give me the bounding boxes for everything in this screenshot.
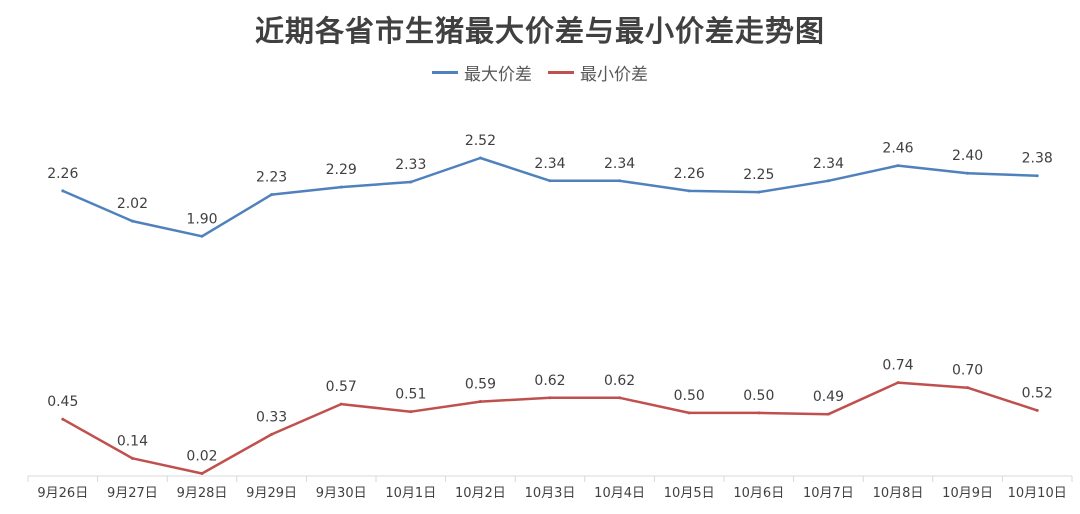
x-tick-label: 9月30日	[316, 486, 367, 501]
data-label-min: 0.02	[186, 448, 217, 464]
x-tick-label: 10月5日	[664, 486, 715, 501]
data-label-max: 2.52	[465, 133, 496, 149]
x-tick-label: 10月7日	[803, 486, 854, 501]
data-point-max	[270, 193, 274, 197]
data-point-max	[130, 219, 134, 223]
legend-label-min: 最小价差	[580, 65, 648, 85]
data-label-min: 0.52	[1022, 385, 1053, 401]
data-point-max	[409, 180, 413, 184]
data-label-max: 2.40	[952, 148, 983, 164]
x-tick-label: 10月1日	[385, 486, 436, 501]
data-label-min: 0.33	[256, 409, 287, 425]
x-tick-label: 9月27日	[107, 486, 158, 501]
data-label-max: 2.34	[604, 156, 635, 172]
x-tick-label: 10月10日	[1008, 486, 1067, 501]
data-label-min: 0.57	[326, 379, 357, 395]
data-point-min	[687, 411, 691, 415]
data-point-max	[200, 234, 204, 238]
data-point-min	[757, 411, 761, 415]
x-tick-label: 10月3日	[525, 486, 576, 501]
data-point-min	[1035, 408, 1039, 412]
data-label-min: 0.50	[743, 388, 774, 404]
data-label-max: 2.26	[674, 166, 705, 182]
data-label-max: 2.33	[395, 157, 426, 173]
x-tick-label: 10月6日	[733, 486, 784, 501]
legend-item-max: 最大价差	[432, 60, 532, 85]
data-label-min: 0.70	[952, 363, 983, 379]
legend-item-min: 最小价差	[548, 60, 648, 85]
data-point-max	[687, 189, 691, 193]
data-label-max: 2.26	[47, 166, 78, 182]
data-label-min: 0.14	[117, 433, 148, 449]
data-point-max	[896, 164, 900, 168]
data-point-min	[409, 410, 413, 414]
data-label-max: 2.25	[743, 167, 774, 183]
data-point-max	[966, 171, 970, 175]
data-label-min: 0.62	[604, 373, 635, 389]
data-point-max	[548, 179, 552, 183]
data-point-max	[339, 185, 343, 189]
data-point-max	[478, 156, 482, 160]
data-label-max: 2.29	[326, 162, 357, 178]
data-label-min: 0.51	[395, 387, 426, 403]
data-label-min: 0.50	[674, 388, 705, 404]
data-point-max	[1035, 174, 1039, 178]
data-label-min: 0.59	[465, 377, 496, 393]
data-point-min	[200, 471, 204, 475]
x-tick-label: 10月9日	[942, 486, 993, 501]
legend-label-max: 最大价差	[464, 65, 532, 85]
x-tick-label: 10月8日	[873, 486, 924, 501]
legend: 最大价差 最小价差	[0, 60, 1080, 85]
data-point-min	[548, 396, 552, 400]
data-point-max	[757, 190, 761, 194]
data-label-max: 2.02	[117, 196, 148, 212]
data-point-min	[339, 402, 343, 406]
data-label-min: 0.74	[882, 358, 913, 374]
legend-swatch-min	[548, 71, 574, 74]
data-label-min: 0.49	[813, 389, 844, 405]
data-point-max	[618, 179, 622, 183]
data-point-min	[966, 386, 970, 390]
data-label-max: 2.38	[1022, 151, 1053, 167]
x-tick-label: 9月26日	[37, 486, 88, 501]
data-label-min: 0.62	[534, 373, 565, 389]
data-point-min	[826, 412, 830, 416]
data-label-max: 1.90	[186, 211, 217, 227]
data-label-max: 2.34	[813, 156, 844, 172]
legend-swatch-max	[432, 71, 458, 74]
data-point-min	[61, 417, 65, 421]
data-label-min: 0.45	[47, 394, 78, 410]
x-tick-label: 9月29日	[246, 486, 297, 501]
x-tick-label: 9月28日	[177, 486, 228, 501]
data-point-max	[61, 189, 65, 193]
chart-title: 近期各省市生猪最大价差与最小价差走势图	[254, 14, 825, 48]
data-label-max: 2.23	[256, 170, 287, 186]
data-point-max	[826, 179, 830, 183]
x-tick-label: 10月4日	[594, 486, 645, 501]
data-label-max: 2.34	[534, 156, 565, 172]
data-point-min	[618, 396, 622, 400]
data-label-max: 2.46	[882, 141, 913, 157]
data-point-min	[130, 456, 134, 460]
data-point-min	[478, 400, 482, 404]
x-tick-label: 10月2日	[455, 486, 506, 501]
data-point-min	[896, 381, 900, 385]
data-point-min	[270, 432, 274, 436]
